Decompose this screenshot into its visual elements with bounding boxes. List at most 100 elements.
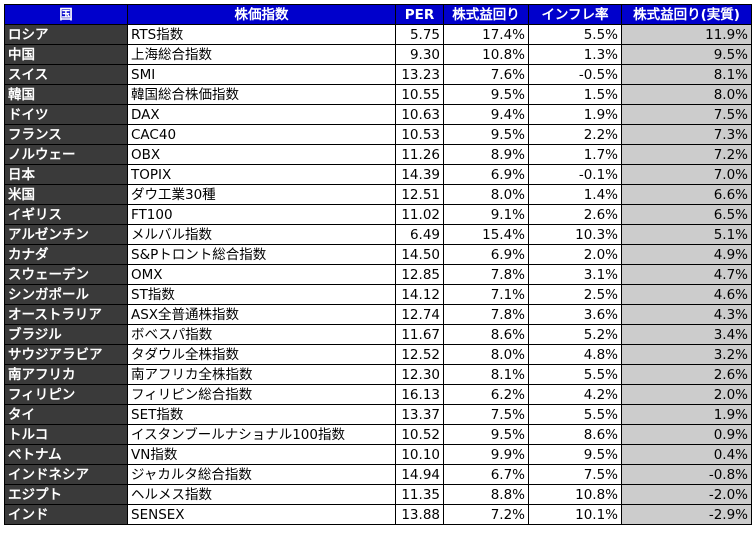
cell-real-yield: -2.9% (621, 504, 752, 525)
cell-yield: 9.1% (443, 204, 529, 225)
table-row: タイ SET指数 13.37 7.5% 5.5% 1.9% (4, 404, 752, 425)
cell-index: タダウル全株指数 (127, 344, 396, 365)
table-row: 南アフリカ 南アフリカ全株指数 12.30 8.1% 5.5% 2.6% (4, 364, 752, 385)
cell-yield: 8.0% (443, 184, 529, 205)
cell-yield: 9.5% (443, 424, 529, 445)
cell-yield: 10.8% (443, 44, 529, 65)
cell-inflation: 5.5% (528, 364, 622, 385)
cell-index: CAC40 (127, 124, 396, 145)
cell-real-yield: -0.8% (621, 464, 752, 485)
table-row: アルゼンチン メルバル指数 6.49 15.4% 10.3% 5.1% (4, 224, 752, 245)
cell-country: サウジアラビア (4, 344, 128, 365)
cell-yield: 9.5% (443, 124, 529, 145)
cell-country: 日本 (4, 164, 128, 185)
cell-per: 13.37 (395, 404, 444, 425)
cell-index: ヘルメス指数 (127, 484, 396, 505)
cell-per: 14.50 (395, 244, 444, 265)
cell-yield: 8.1% (443, 364, 529, 385)
cell-yield: 7.6% (443, 64, 529, 85)
cell-country: イギリス (4, 204, 128, 225)
table-row: フランス CAC40 10.53 9.5% 2.2% 7.3% (4, 124, 752, 145)
cell-real-yield: 7.0% (621, 164, 752, 185)
cell-country: シンガポール (4, 284, 128, 305)
header-per: PER (395, 4, 444, 25)
cell-index: SET指数 (127, 404, 396, 425)
cell-inflation: 7.5% (528, 464, 622, 485)
cell-inflation: 1.9% (528, 104, 622, 125)
cell-index: ダウ工業30種 (127, 184, 396, 205)
cell-real-yield: 7.3% (621, 124, 752, 145)
header-row: 国 株価指数 PER 株式益回り インフレ率 株式益回り(実質) (4, 4, 752, 25)
cell-per: 10.63 (395, 104, 444, 125)
table-row: オーストラリア ASX全普通株指数 12.74 7.8% 3.6% 4.3% (4, 304, 752, 325)
cell-country: スイス (4, 64, 128, 85)
cell-per: 9.30 (395, 44, 444, 65)
cell-real-yield: 4.3% (621, 304, 752, 325)
cell-yield: 8.8% (443, 484, 529, 505)
cell-country: タイ (4, 404, 128, 425)
table-row: ノルウェー OBX 11.26 8.9% 1.7% 7.2% (4, 144, 752, 165)
cell-per: 16.13 (395, 384, 444, 405)
cell-real-yield: 1.9% (621, 404, 752, 425)
table-row: インド SENSEX 13.88 7.2% 10.1% -2.9% (4, 504, 752, 525)
cell-real-yield: 11.9% (621, 24, 752, 45)
table-row: ブラジル ボベスパ指数 11.67 8.6% 5.2% 3.4% (4, 324, 752, 345)
cell-inflation: 2.0% (528, 244, 622, 265)
cell-index: 上海総合指数 (127, 44, 396, 65)
table-row: 中国 上海総合指数 9.30 10.8% 1.3% 9.5% (4, 44, 752, 65)
cell-index: 南アフリカ全株指数 (127, 364, 396, 385)
table-row: 日本 TOPIX 14.39 6.9% -0.1% 7.0% (4, 164, 752, 185)
table-row: インドネシア ジャカルタ総合指数 14.94 6.7% 7.5% -0.8% (4, 464, 752, 485)
cell-inflation: 2.5% (528, 284, 622, 305)
cell-yield: 7.5% (443, 404, 529, 425)
table-row: サウジアラビア タダウル全株指数 12.52 8.0% 4.8% 3.2% (4, 344, 752, 365)
cell-inflation: 5.5% (528, 24, 622, 45)
cell-per: 11.02 (395, 204, 444, 225)
cell-real-yield: 0.9% (621, 424, 752, 445)
table-row: シンガポール ST指数 14.12 7.1% 2.5% 4.6% (4, 284, 752, 305)
cell-inflation: 3.6% (528, 304, 622, 325)
table-row: トルコ イスタンブールナショナル100指数 10.52 9.5% 8.6% 0.9% (4, 424, 752, 445)
cell-real-yield: 6.6% (621, 184, 752, 205)
cell-inflation: 4.8% (528, 344, 622, 365)
cell-per: 11.26 (395, 144, 444, 165)
cell-index: OMX (127, 264, 396, 285)
header-yield: 株式益回り (443, 4, 529, 25)
cell-inflation: 9.5% (528, 444, 622, 465)
table-row: カナダ S&Pトロント総合指数 14.50 6.9% 2.0% 4.9% (4, 244, 752, 265)
table-row: 米国 ダウ工業30種 12.51 8.0% 1.4% 6.6% (4, 184, 752, 205)
cell-yield: 7.8% (443, 264, 529, 285)
cell-index: FT100 (127, 204, 396, 225)
cell-country: スウェーデン (4, 264, 128, 285)
cell-real-yield: 9.5% (621, 44, 752, 65)
table-body: ロシア RTS指数 5.75 17.4% 5.5% 11.9% 中国 上海総合指数 9.30 10… (4, 24, 752, 525)
cell-inflation: 10.8% (528, 484, 622, 505)
table-row: ベトナム VN指数 10.10 9.9% 9.5% 0.4% (4, 444, 752, 465)
cell-index: S&Pトロント総合指数 (127, 244, 396, 265)
cell-country: インドネシア (4, 464, 128, 485)
cell-per: 12.85 (395, 264, 444, 285)
table-row: 韓国 韓国総合株価指数 10.55 9.5% 1.5% 8.0% (4, 84, 752, 105)
cell-index: フィリピン総合指数 (127, 384, 396, 405)
table-row: スイス SMI 13.23 7.6% -0.5% 8.1% (4, 64, 752, 85)
cell-yield: 9.5% (443, 84, 529, 105)
cell-per: 10.52 (395, 424, 444, 445)
cell-real-yield: 7.2% (621, 144, 752, 165)
cell-country: 中国 (4, 44, 128, 65)
cell-per: 14.94 (395, 464, 444, 485)
cell-country: ベトナム (4, 444, 128, 465)
cell-country: ブラジル (4, 324, 128, 345)
table-row: イギリス FT100 11.02 9.1% 2.6% 6.5% (4, 204, 752, 225)
cell-country: 南アフリカ (4, 364, 128, 385)
header-inflation: インフレ率 (528, 4, 622, 25)
header-country: 国 (4, 4, 128, 25)
cell-inflation: 1.7% (528, 144, 622, 165)
stock-yield-table: 国 株価指数 PER 株式益回り インフレ率 株式益回り(実質) ロシア RTS指… (4, 4, 752, 525)
cell-real-yield: 2.0% (621, 384, 752, 405)
cell-index: ASX全普通株指数 (127, 304, 396, 325)
cell-inflation: 5.5% (528, 404, 622, 425)
cell-inflation: -0.5% (528, 64, 622, 85)
cell-inflation: 2.2% (528, 124, 622, 145)
cell-index: メルバル指数 (127, 224, 396, 245)
cell-index: OBX (127, 144, 396, 165)
